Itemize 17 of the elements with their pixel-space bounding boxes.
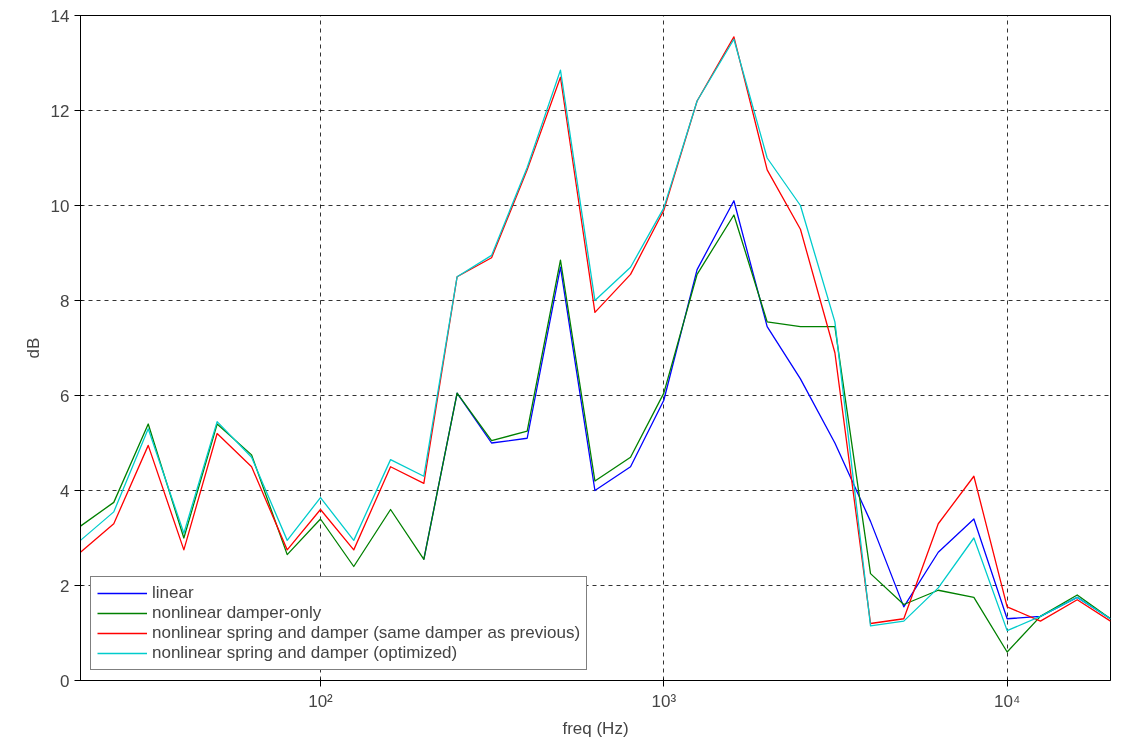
y-tick-label: 0 [60,671,70,691]
x-tick-label: 10⁴ [994,691,1021,711]
legend-label: nonlinear spring and damper (same damper as previous) [152,623,581,643]
x-tick-label: 10² [308,691,334,711]
legend-label: linear [152,583,194,603]
x-tick-label: 10³ [651,691,677,711]
y-tick-label: 14 [50,6,70,26]
legend-label: nonlinear spring and damper (optimized) [152,643,458,663]
y-tick-label: 2 [60,576,70,596]
y-tick-label: 4 [60,481,70,501]
x-axis-title: freq (Hz) [562,718,629,738]
y-tick-label: 6 [60,386,70,406]
y-tick-label: 10 [50,196,70,216]
y-axis-title: dB [23,337,43,359]
y-tick-label: 12 [50,101,70,121]
y-tick-label: 8 [60,291,70,311]
legend-label: nonlinear damper-only [152,603,322,623]
